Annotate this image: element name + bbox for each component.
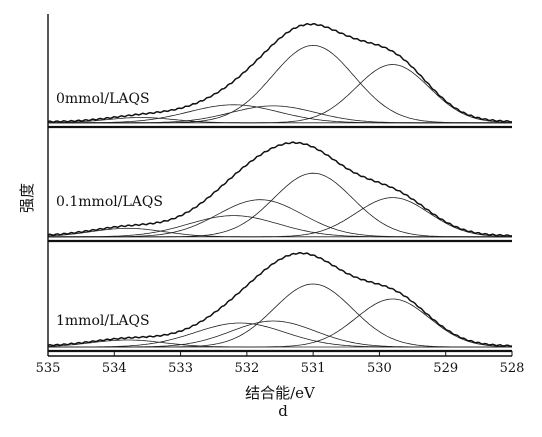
x-tick-label: 534 [102, 361, 127, 376]
x-axis-label: 结合能/eV [245, 384, 316, 402]
spectrum-panel: 0.1mmol/LAQS [47, 141, 513, 243]
panel-label: 1mmol/LAQS [56, 313, 150, 329]
x-tick-label: 533 [168, 361, 193, 376]
spectrum-panel: 0mmol/LAQS [47, 22, 513, 129]
fit-component-curve [48, 105, 512, 124]
spectrum-envelope-curve [47, 251, 513, 347]
x-tick-label: 528 [500, 361, 525, 376]
x-tick-label: 531 [301, 361, 326, 376]
spectrum-envelope-curve [47, 22, 513, 123]
fit-component-curve [47, 227, 512, 238]
spectrum-panel: 1mmol/LAQS [47, 251, 513, 353]
fit-component-curve [48, 298, 513, 348]
panel-label: 0mmol/LAQS [56, 91, 150, 107]
panel-label: 0.1mmol/LAQS [56, 194, 163, 210]
x-tick-label: 535 [36, 361, 61, 376]
x-tick-label: 529 [433, 361, 458, 376]
fit-component-curve [48, 44, 512, 124]
fit-component-curve [48, 339, 512, 348]
x-tick-label: 530 [367, 361, 392, 376]
fit-component-curve [48, 104, 512, 124]
x-tick-label: 532 [234, 361, 259, 376]
fit-component-curve [48, 197, 512, 238]
x-ticks-group: 535 534 533 532 531 530 529 528 [36, 351, 525, 376]
spectrum-envelope-curve [47, 141, 513, 237]
figure-caption: d [278, 402, 288, 420]
fit-component-curve [48, 64, 512, 124]
panels-group: 0mmol/LAQS 0.1mmol/LAQS 1mmol/LAQS [47, 22, 513, 353]
y-axis-label: 强度 [18, 183, 36, 213]
